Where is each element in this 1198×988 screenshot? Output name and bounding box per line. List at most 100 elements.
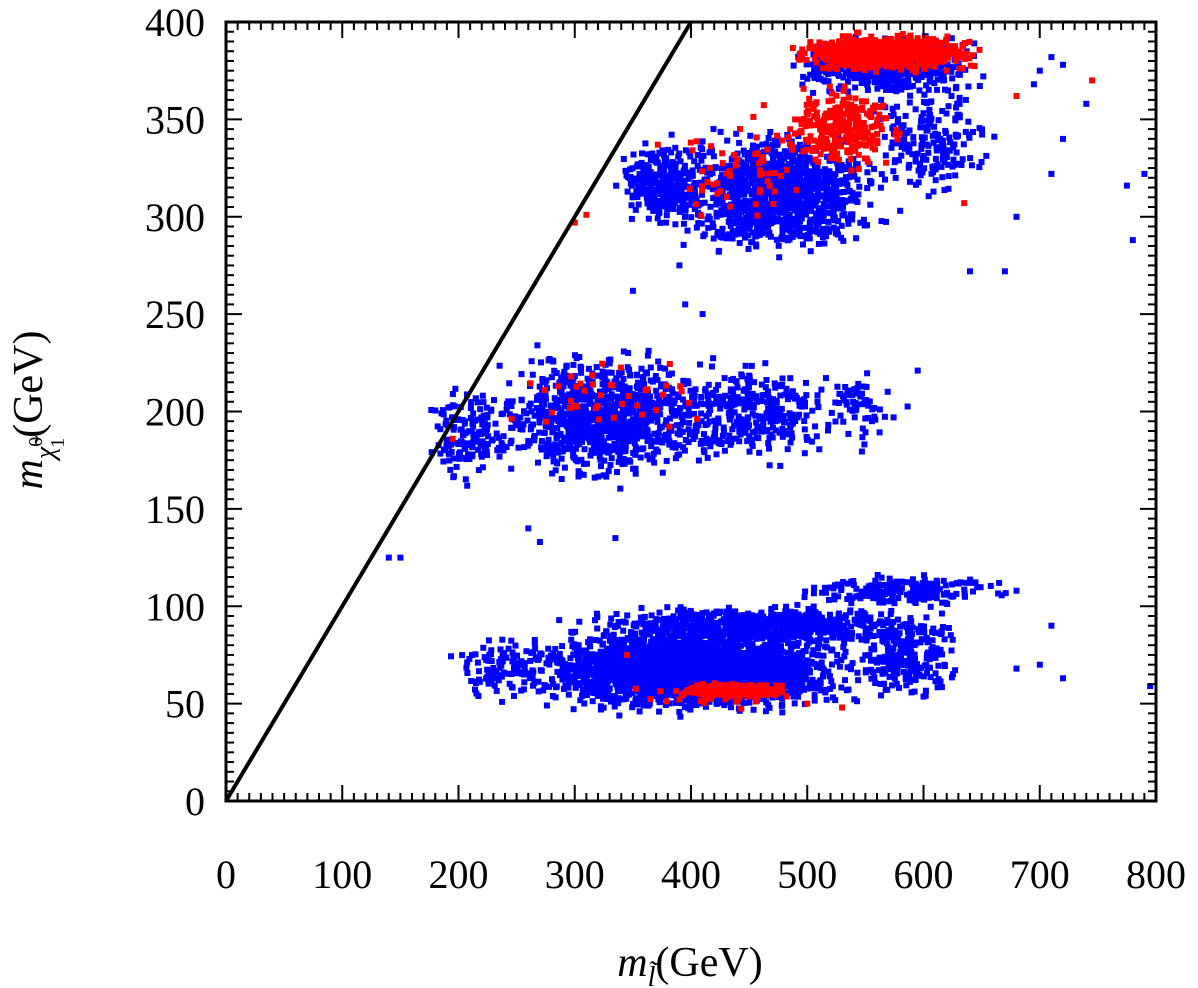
blue-point (770, 396, 777, 403)
blue-point (529, 667, 536, 674)
blue-point (784, 396, 791, 403)
blue-point (744, 623, 750, 630)
blue-point (697, 673, 704, 680)
blue-point (564, 372, 571, 379)
blue-point (828, 647, 835, 654)
blue-point (765, 648, 772, 655)
blue-point (493, 687, 500, 694)
blue-point (656, 609, 663, 616)
blue-point (638, 365, 645, 372)
blue-point (662, 386, 669, 392)
blue-point (629, 690, 636, 697)
blue-point (712, 695, 718, 702)
blue-point (828, 678, 835, 685)
blue-point (525, 438, 532, 444)
blue-point (772, 630, 779, 637)
blue-point (721, 375, 728, 382)
blue-point (940, 624, 946, 630)
blue-point (545, 436, 552, 443)
blue-point (906, 596, 913, 603)
blue-point (715, 654, 722, 661)
blue-point (784, 616, 791, 623)
blue-point (612, 642, 619, 649)
blue-point (506, 680, 513, 687)
blue-point (464, 670, 471, 676)
blue-point (940, 591, 947, 598)
blue-point (824, 622, 831, 629)
blue-point (748, 436, 755, 443)
blue-point (653, 438, 660, 445)
blue-point (899, 649, 906, 656)
blue-point (585, 365, 592, 372)
blue-point (811, 638, 818, 645)
blue-point (561, 419, 568, 426)
blue-point (684, 613, 691, 620)
blue-point (739, 665, 746, 672)
blue-point (918, 664, 925, 671)
blue-point (974, 584, 981, 591)
blue-point (841, 639, 848, 646)
blue-point (655, 678, 662, 685)
blue-point (694, 632, 701, 639)
blue-point (527, 657, 534, 664)
blue-point (571, 407, 578, 414)
blue-point (675, 668, 682, 675)
blue-point (818, 386, 825, 393)
blue-point (795, 627, 802, 634)
blue-point (578, 369, 585, 376)
blue-point (539, 378, 546, 385)
blue-point (620, 618, 627, 625)
blue-point (841, 631, 848, 638)
blue-point (625, 457, 632, 464)
blue-point (890, 671, 897, 678)
blue-point (547, 442, 554, 449)
blue-point (870, 669, 877, 675)
blue-point (777, 411, 784, 418)
blue-point (894, 662, 900, 669)
blue-point (941, 636, 948, 643)
blue-point (544, 450, 551, 457)
blue-point (788, 674, 794, 681)
blue-point (611, 646, 618, 653)
blue-point (923, 636, 930, 643)
blue-point (685, 439, 692, 446)
blue-point (868, 675, 875, 682)
blue-point (778, 405, 785, 412)
blue-point (565, 691, 572, 698)
blue-point (802, 648, 809, 654)
blue-point (776, 647, 783, 654)
blue-point (620, 627, 627, 634)
blue-point (609, 642, 616, 649)
blue-point (929, 637, 936, 644)
blue-point (562, 411, 569, 418)
blue-point (628, 655, 635, 662)
blue-point (512, 661, 518, 668)
blue-point (614, 622, 621, 629)
blue-point (536, 429, 543, 436)
blue-point (770, 680, 777, 687)
blue-point (529, 371, 536, 378)
blue-point (678, 700, 685, 707)
blue-point (712, 671, 719, 678)
blue-point (777, 663, 784, 670)
blue-point (540, 687, 547, 694)
blue-point (654, 435, 661, 442)
blue-point (675, 607, 682, 614)
blue-point (883, 640, 890, 647)
blue-point (613, 700, 620, 707)
blue-point (640, 640, 647, 647)
blue-point (715, 629, 722, 636)
blue-point (625, 410, 632, 417)
blue-point (637, 691, 644, 698)
blue-point (838, 684, 845, 691)
blue-point (805, 606, 812, 612)
blue-point (737, 400, 744, 407)
blue-point (909, 580, 916, 587)
blue-point (839, 623, 846, 629)
blue-point (560, 397, 567, 404)
blue-point (855, 592, 862, 599)
blue-point (503, 406, 510, 413)
blue-point (657, 364, 664, 371)
blue-point (576, 662, 583, 669)
blue-point (652, 373, 659, 379)
